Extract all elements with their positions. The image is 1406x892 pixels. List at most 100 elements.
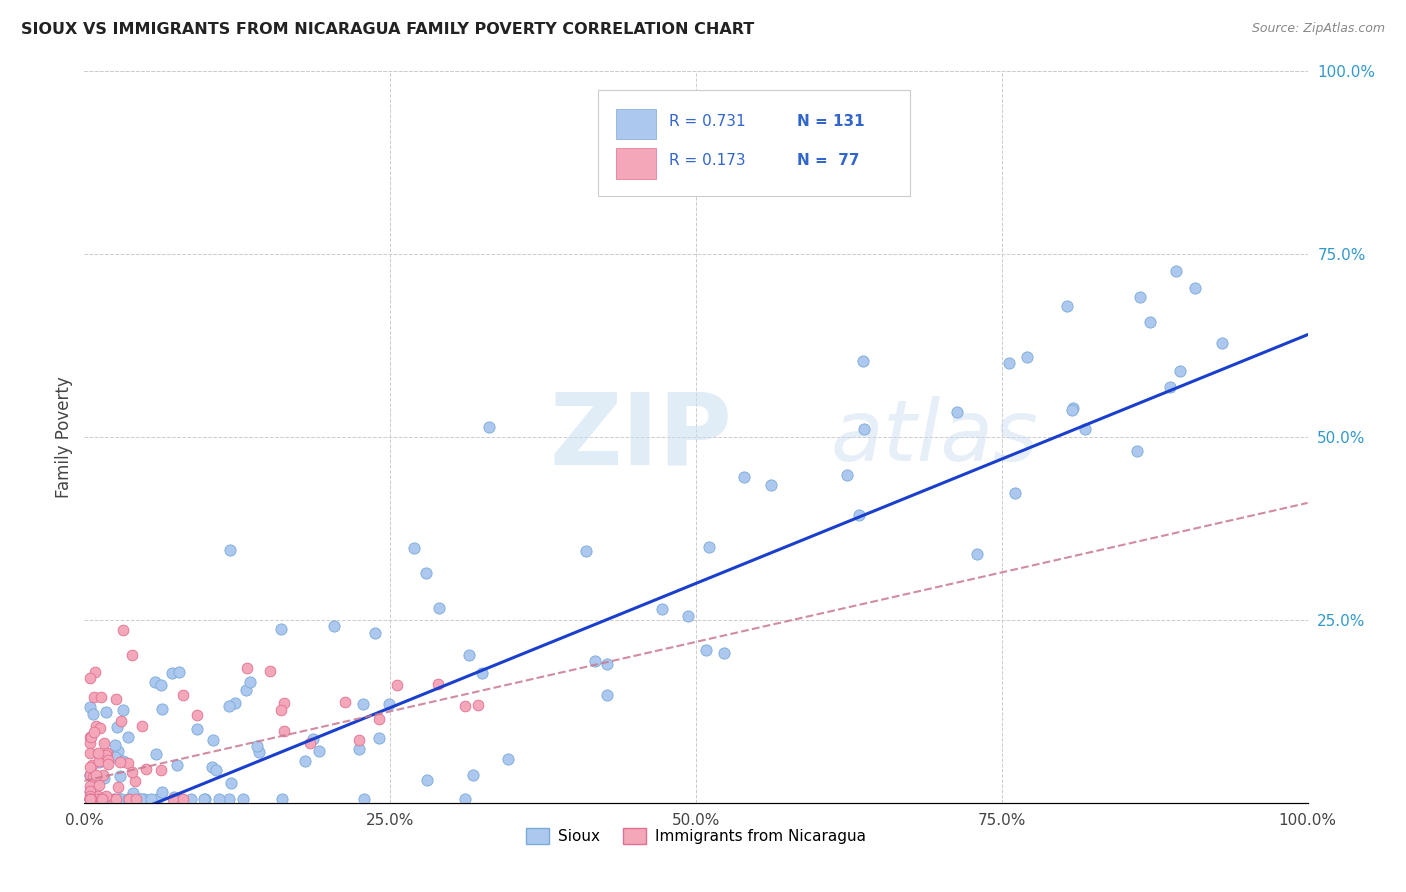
Point xyxy=(80,730,103,744)
Text: atlas: atlas xyxy=(831,395,1039,479)
Text: R = 0.731: R = 0.731 xyxy=(669,113,745,128)
Point xyxy=(415,566,437,581)
Point xyxy=(108,755,131,769)
Point xyxy=(163,790,186,805)
Point xyxy=(651,602,673,616)
Point xyxy=(93,792,115,806)
Point xyxy=(733,470,755,484)
Point xyxy=(498,752,520,766)
Point xyxy=(86,772,108,787)
Point xyxy=(172,688,194,702)
Bar xyxy=(616,109,655,139)
Point xyxy=(135,762,157,776)
Point xyxy=(107,744,129,758)
Point xyxy=(1060,403,1083,417)
Point xyxy=(110,714,132,728)
Point xyxy=(79,730,101,744)
Point xyxy=(84,665,107,679)
Point xyxy=(87,792,110,806)
Point xyxy=(112,624,135,638)
Text: N = 131: N = 131 xyxy=(797,113,865,128)
Point xyxy=(145,747,167,761)
Point xyxy=(117,792,139,806)
Legend: Sioux, Immigrants from Nicaragua: Sioux, Immigrants from Nicaragua xyxy=(520,822,872,850)
Point xyxy=(79,779,101,793)
Point xyxy=(90,792,112,806)
Point xyxy=(194,792,217,806)
Point xyxy=(110,792,132,806)
Point xyxy=(79,792,101,806)
Point xyxy=(352,697,374,711)
Point xyxy=(84,719,107,733)
Point xyxy=(150,702,173,716)
Point xyxy=(86,792,108,806)
Point xyxy=(79,792,101,806)
Text: ZIP: ZIP xyxy=(550,389,733,485)
Point xyxy=(117,756,139,771)
Point xyxy=(236,661,259,675)
Point xyxy=(87,789,110,804)
Point xyxy=(80,792,103,806)
Point xyxy=(79,792,101,806)
Point xyxy=(79,792,101,806)
Point xyxy=(93,771,115,785)
Point xyxy=(79,671,101,685)
Point xyxy=(146,792,169,806)
Point xyxy=(219,542,242,557)
Point xyxy=(79,792,101,806)
Point xyxy=(713,646,735,660)
Point xyxy=(205,764,228,778)
Point xyxy=(308,744,330,758)
Bar xyxy=(616,148,655,179)
Point xyxy=(368,712,391,726)
Point xyxy=(575,544,598,558)
Point xyxy=(273,697,295,711)
Point xyxy=(93,768,115,782)
Point xyxy=(946,405,969,419)
Point xyxy=(86,746,108,760)
Point xyxy=(96,747,118,762)
Point xyxy=(404,541,426,556)
Text: R = 0.173: R = 0.173 xyxy=(669,153,745,168)
Point xyxy=(79,785,101,799)
Point xyxy=(416,772,439,787)
Point xyxy=(104,692,127,706)
Point xyxy=(322,619,344,633)
Point xyxy=(1004,486,1026,500)
Point xyxy=(848,508,870,522)
FancyBboxPatch shape xyxy=(598,90,910,195)
Point xyxy=(1139,315,1161,329)
Point xyxy=(141,792,163,806)
Point xyxy=(118,792,141,806)
Point xyxy=(427,676,450,690)
Point xyxy=(80,792,103,806)
Point xyxy=(108,792,131,806)
Point xyxy=(193,792,215,806)
Point xyxy=(80,792,103,806)
Point xyxy=(1062,401,1084,415)
Point xyxy=(103,792,125,806)
Point xyxy=(163,792,186,806)
Point xyxy=(186,707,208,722)
Point xyxy=(94,705,117,719)
Point xyxy=(697,540,720,554)
Point xyxy=(79,746,101,760)
Point xyxy=(235,682,257,697)
Point xyxy=(107,792,129,806)
Point xyxy=(165,792,187,806)
Point xyxy=(79,792,101,806)
Point xyxy=(91,792,114,806)
Point xyxy=(121,786,143,800)
Point xyxy=(79,791,101,805)
Point xyxy=(246,739,269,754)
Point xyxy=(111,754,134,768)
Point xyxy=(150,785,173,799)
Point xyxy=(1074,422,1097,436)
Point xyxy=(596,688,619,702)
Point xyxy=(966,547,988,561)
Point xyxy=(1166,264,1188,278)
Point xyxy=(1159,380,1181,394)
Point xyxy=(166,757,188,772)
Point xyxy=(596,657,619,672)
Point xyxy=(852,353,875,368)
